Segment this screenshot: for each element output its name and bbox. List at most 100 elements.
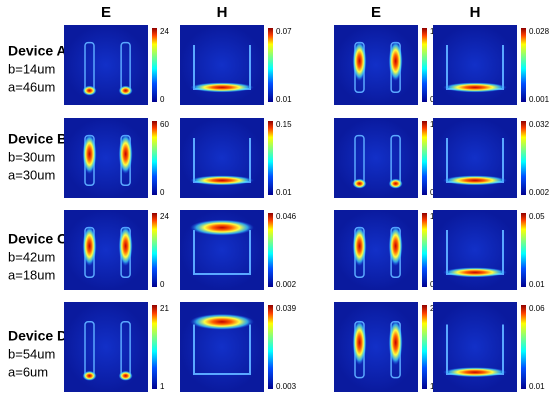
colorbar-max: 0.039: [276, 304, 297, 313]
field-map: [433, 302, 517, 392]
colorbar: [521, 121, 526, 195]
hot-spot: [82, 134, 97, 174]
field-map: [334, 302, 418, 392]
field-map: [180, 118, 264, 198]
column-header: E: [371, 4, 381, 21]
colorbar-max: 24: [160, 27, 169, 36]
device-label: Device B: [8, 131, 67, 147]
panel-bg: [64, 210, 148, 290]
colorbar: [521, 28, 526, 102]
hot-spot: [352, 178, 367, 189]
colorbar-max: 0.05: [529, 212, 545, 221]
colorbar: [268, 305, 273, 389]
colorbar-min: 0: [430, 280, 435, 289]
colorbar-min: 0: [160, 188, 165, 197]
hot-spot: [388, 178, 403, 189]
colorbar-max: 0.028: [529, 27, 550, 36]
field-map: [180, 302, 264, 392]
panel-bg: [64, 25, 148, 105]
colorbar-min: 0.01: [529, 280, 545, 289]
param-a: a=30um: [8, 167, 55, 182]
field-map: [433, 118, 517, 198]
panel-bg: [180, 118, 264, 198]
colorbar-min: 0: [160, 95, 165, 104]
hot-spot: [118, 85, 133, 96]
colorbar-min: 0: [160, 280, 165, 289]
colorbar-min: 1: [430, 382, 435, 391]
hot-spot: [388, 41, 403, 81]
colorbar-min: 0.002: [529, 188, 550, 197]
colorbar-min: 0.002: [276, 280, 297, 289]
colorbar-max: 0.032: [529, 120, 550, 129]
field-map: [64, 25, 148, 105]
hot-band: [190, 219, 254, 236]
colorbar-min: 0.003: [276, 382, 297, 391]
param-b: b=42um: [8, 249, 55, 264]
colorbar-max: 0.06: [529, 304, 545, 313]
colorbar-min: 0: [430, 95, 435, 104]
panel-bg: [334, 302, 418, 392]
column-header: H: [470, 4, 481, 21]
hot-spot: [352, 41, 367, 81]
hot-spot: [82, 370, 97, 381]
colorbar: [152, 121, 157, 195]
field-map: [334, 118, 418, 198]
colorbar: [152, 28, 157, 102]
hot-spot: [118, 134, 133, 174]
field-map: [334, 25, 418, 105]
device-label: Device C: [8, 231, 67, 247]
field-map: [180, 25, 264, 105]
column-header: E: [101, 4, 111, 21]
colorbar: [422, 213, 427, 287]
colorbar: [422, 121, 427, 195]
param-a: a=46um: [8, 79, 55, 94]
hot-band: [443, 82, 507, 93]
hot-spot: [118, 370, 133, 381]
hot-spot: [82, 226, 97, 266]
colorbar: [422, 305, 427, 389]
conductor: [193, 324, 251, 375]
hot-band: [443, 267, 507, 278]
colorbar-max: 21: [160, 304, 169, 313]
hot-spot: [388, 320, 403, 365]
hot-spot: [82, 85, 97, 96]
hot-band: [443, 175, 507, 186]
conductor: [193, 230, 251, 275]
colorbar-min: 0.01: [529, 382, 545, 391]
field-map: [433, 25, 517, 105]
colorbar-max: 0.046: [276, 212, 297, 221]
param-a: a=18um: [8, 267, 55, 282]
colorbar-min: 0: [430, 188, 435, 197]
hot-spot: [118, 226, 133, 266]
colorbar-max: 0.07: [276, 27, 292, 36]
colorbar-min: 0.01: [276, 188, 292, 197]
field-map: [180, 210, 264, 290]
hot-band: [190, 313, 254, 330]
colorbar-max: 24: [160, 212, 169, 221]
param-b: b=14um: [8, 61, 55, 76]
hot-spot: [352, 226, 367, 266]
panel-bg: [433, 302, 517, 392]
hot-band: [190, 175, 254, 186]
hot-band: [443, 367, 507, 378]
colorbar-min: 1: [160, 382, 165, 391]
panel-bg: [64, 118, 148, 198]
colorbar: [521, 305, 526, 389]
colorbar: [152, 305, 157, 389]
colorbar-min: 0.001: [529, 95, 550, 104]
colorbar: [268, 121, 273, 195]
colorbar-max: 0.15: [276, 120, 292, 129]
colorbar: [521, 213, 526, 287]
device-label: Device A: [8, 43, 67, 59]
column-header: H: [217, 4, 228, 21]
panel-bg: [433, 25, 517, 105]
param-a: a=6um: [8, 364, 48, 379]
hot-spot: [352, 320, 367, 365]
colorbar-min: 0.01: [276, 95, 292, 104]
field-map: [64, 210, 148, 290]
panel-bg: [334, 25, 418, 105]
colorbar: [268, 213, 273, 287]
colorbar: [422, 28, 427, 102]
panel-bg: [64, 302, 148, 392]
